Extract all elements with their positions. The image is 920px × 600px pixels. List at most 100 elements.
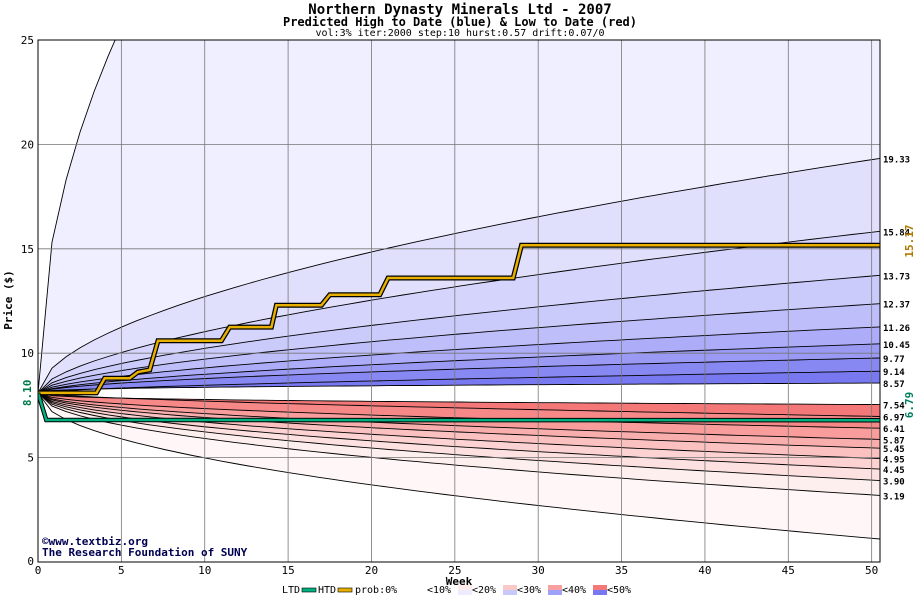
- upper-percentile-line-7: [38, 230, 880, 394]
- legend-swatch-red-4: [593, 585, 607, 590]
- legend-swatch-blue-2: [503, 590, 517, 595]
- percentile-label-6.41: 6.41: [883, 425, 905, 435]
- legend-label-4: <50%: [607, 585, 631, 596]
- plot-border: [37, 39, 881, 563]
- chart-params: vol:3% iter:2000 step:10 hurst:0.57 drif…: [315, 28, 605, 39]
- ltd-value-label: 6.79: [903, 392, 916, 419]
- upper-percentile-line-6: [38, 274, 880, 394]
- htd-value-label: 15.17: [903, 224, 916, 257]
- legend-swatch-red-2: [503, 585, 517, 590]
- lower-percentile-line-7: [38, 392, 880, 482]
- y-tick-label-15: 15: [21, 243, 34, 256]
- lower-percentile-line-6: [38, 392, 880, 470]
- legend-ltd-swatch: [301, 587, 317, 593]
- upper-percentile-line-4: [38, 326, 880, 394]
- ltd-line: [38, 392, 880, 422]
- upper-band-8: [38, 40, 880, 393]
- percentile-label-12.37: 12.37: [883, 301, 910, 311]
- percentile-label-10.45: 10.45: [883, 341, 910, 351]
- upper-percentile-line-5: [38, 303, 880, 394]
- percentile-label-13.73: 13.73: [883, 272, 910, 282]
- upper-percentile-line-3: [38, 343, 880, 394]
- lower-percentile-line-1: [38, 392, 880, 417]
- percentile-label-6.97: 6.97: [883, 413, 905, 423]
- percentile-label-9.14: 9.14: [883, 368, 905, 378]
- lower-band-0: [38, 392, 880, 417]
- lower-percentile-line-0: [38, 392, 880, 406]
- upper-percentile-line-2: [38, 357, 880, 394]
- legend-htd-swatch: [337, 587, 353, 593]
- upper-band-5: [38, 275, 880, 393]
- x-tick-label-35: 35: [615, 564, 628, 577]
- legend-swatch-blue-3: [548, 590, 562, 595]
- lower-band-3: [38, 392, 880, 449]
- lower-percentile-line-8: [38, 392, 880, 496]
- x-tick-label-20: 20: [365, 564, 378, 577]
- y-tick-label-20: 20: [21, 138, 34, 151]
- lower-percentile-line-4: [38, 392, 880, 449]
- lower-band-2: [38, 392, 880, 440]
- x-tick-label-10: 10: [198, 564, 211, 577]
- x-tick-label-30: 30: [532, 564, 545, 577]
- upper-band-3: [38, 326, 880, 393]
- upper-band-0: [38, 371, 880, 393]
- upper-percentile-line-1: [38, 370, 880, 394]
- legend-label-0: <10%: [427, 585, 451, 596]
- chart-title: Northern Dynasty Minerals Ltd - 2007: [308, 2, 612, 18]
- legend-label-1: <20%: [472, 585, 496, 596]
- lower-band-8: [38, 392, 880, 539]
- legend-swatch-red-0: [413, 585, 427, 590]
- upper-band-1: [38, 358, 880, 393]
- lower-percentile-line-9: [38, 392, 880, 540]
- legend-swatch-blue-4: [593, 590, 607, 595]
- percentile-label-3.90: 3.90: [883, 478, 905, 488]
- lower-band-7: [38, 392, 880, 496]
- x-tick-label-40: 40: [698, 564, 711, 577]
- x-tick-label-15: 15: [281, 564, 294, 577]
- legend-label-3: <40%: [562, 585, 586, 596]
- legend-prob-prefix: prob:0%: [355, 585, 397, 596]
- legend-swatch-blue-0: [413, 590, 427, 595]
- upper-percentile-line-8: [38, 157, 880, 394]
- legend-swatch-blue-1: [458, 590, 472, 595]
- percentile-label-5.45: 5.45: [883, 445, 905, 455]
- upper-band-6: [38, 231, 880, 393]
- legend-label-2: <30%: [517, 585, 541, 596]
- htd-line: [38, 244, 880, 395]
- lower-percentile-line-3: [38, 392, 880, 440]
- x-tick-label-50: 50: [865, 564, 878, 577]
- chart-subtitle: Predicted High to Date (blue) & Low to D…: [282, 15, 637, 29]
- percentile-label-8.57: 8.57: [883, 380, 905, 390]
- lower-percentile-line-2: [38, 392, 880, 429]
- y-tick-label-5: 5: [27, 452, 34, 465]
- x-tick-label-25: 25: [448, 564, 461, 577]
- watermark-line-2: The Research Foundation of SUNY: [42, 546, 248, 559]
- y-axis-label: Price ($): [2, 270, 15, 330]
- x-axis-label: Week: [446, 575, 473, 588]
- lower-band-4: [38, 392, 880, 459]
- x-tick-label-0: 0: [35, 564, 42, 577]
- lower-band-6: [38, 392, 880, 481]
- plot-area: [38, 40, 880, 562]
- x-tick-label-45: 45: [782, 564, 795, 577]
- legend-htd-label: HTD: [318, 585, 336, 596]
- watermark-line-1: ©www.textbiz.org: [42, 535, 148, 548]
- upper-band-2: [38, 343, 880, 393]
- percentile-label-7.54: 7.54: [883, 402, 905, 412]
- percentile-label-4.95: 4.95: [883, 456, 905, 466]
- percentile-label-11.26: 11.26: [883, 324, 910, 334]
- percentile-label-9.77: 9.77: [883, 355, 905, 365]
- upper-band-4: [38, 303, 880, 393]
- percentile-label-3.19: 3.19: [883, 492, 905, 502]
- y-tick-label-25: 25: [21, 34, 34, 47]
- percentile-label-4.45: 4.45: [883, 466, 905, 476]
- percentile-label-19.33: 19.33: [883, 155, 910, 165]
- start-price-label: 8.10: [21, 380, 34, 407]
- percentile-label-15.84: 15.84: [883, 228, 911, 238]
- y-tick-label-0: 0: [27, 555, 34, 568]
- legend-swatch-red-1: [458, 585, 472, 590]
- y-tick-label-10: 10: [21, 347, 34, 360]
- percentile-label-5.87: 5.87: [883, 436, 905, 446]
- x-tick-label-5: 5: [118, 564, 125, 577]
